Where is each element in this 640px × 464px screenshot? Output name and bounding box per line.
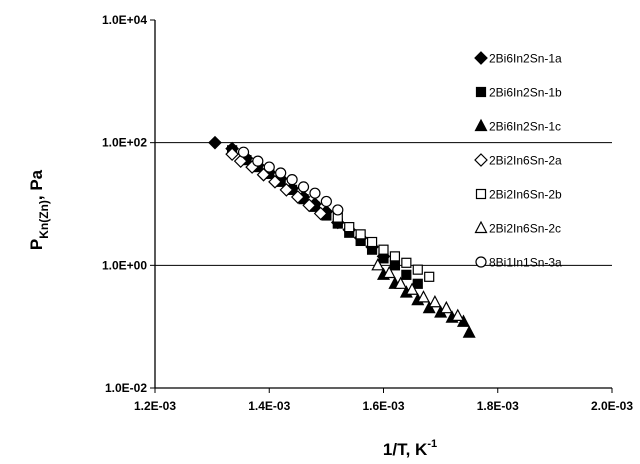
legend-marker [474,118,488,132]
legend-label: 2Bi6In2Sn-1c [489,120,561,134]
legend: 2Bi6In2Sn-1a 2Bi6In2Sn-1b 2Bi6In2Sn-1c 2Bi2… [474,51,562,270]
data-point [332,204,344,216]
y-tick-label: 1.0E+02 [102,136,147,150]
y-tick-label: 1.0E+04 [102,13,147,27]
legend-marker [475,256,487,268]
data-point [275,167,287,179]
data-point [439,300,453,314]
data-point [208,135,222,150]
data-point [309,187,321,199]
series-2Bi2In6Sn-2a [225,147,328,221]
data-point [451,308,465,321]
data-point [297,181,310,193]
data-points [208,135,476,338]
data-point [412,278,423,289]
data-point [422,300,436,314]
data-point [355,229,366,240]
grid-lines [155,142,612,266]
data-point [366,236,378,248]
legend-marker [475,188,487,200]
data-point [225,147,239,161]
data-point [344,222,355,233]
legend-label: 2Bi2In6Sn-2c [489,222,561,236]
series-2Bi2In6Sn-2c [371,258,465,321]
data-point [233,154,248,168]
data-point [416,290,430,303]
data-point [263,161,275,173]
data-point [371,258,385,271]
data-point [394,276,408,289]
data-point [456,314,470,327]
legend-label: 2Bi6In2Sn-1a [489,52,562,66]
data-point [268,174,282,189]
data-point [428,294,442,308]
y-axis-title: PKn(Zn), Pa [27,169,51,250]
data-point [252,155,264,167]
data-point [378,244,389,255]
data-point [378,253,389,264]
series-2Bi2In6Sn-2b [332,212,435,282]
data-point [320,195,332,208]
data-point [405,282,419,295]
x-tick-label: 1.8E-03 [477,399,519,413]
y-axis-ticks: 1.0E+04 1.0E+02 1.0E+00 1.0E-02 [102,13,155,395]
data-point [237,146,250,158]
legend-label: 2Bi2In6Sn-2a [489,154,562,168]
legend-label: 2Bi2In6Sn-2b [489,188,562,202]
legend-label: 2Bi6In2Sn-1b [489,86,562,100]
x-axis-title: 1/T, K-1 [383,438,437,459]
data-point [462,325,476,338]
data-point [412,264,423,275]
data-point [401,257,412,268]
data-point [313,206,328,221]
legend-marker [474,51,488,65]
x-tick-label: 1.4E-03 [248,399,290,413]
x-tick-label: 1.6E-03 [362,399,404,413]
data-point [302,198,317,213]
data-point [286,173,298,186]
plot-area [154,20,612,389]
series-8Bi1In1Sn-3a [237,146,344,216]
x-axis-ticks: 1.2E-03 1.4E-03 1.6E-03 1.8E-03 2.0E-03 [134,388,633,413]
y-tick-label: 1.0E-02 [105,381,147,395]
legend-marker [474,153,488,167]
legend-marker [475,86,487,98]
legend-marker [474,220,488,234]
data-point [389,260,401,271]
data-point [279,183,294,197]
data-point [389,251,401,262]
data-point [424,271,435,282]
data-point [290,190,305,204]
y-tick-label: 1.0E+00 [102,258,147,272]
data-point [382,265,396,279]
data-point [401,269,412,280]
legend-label: 8Bi1In1Sn-3a [489,256,562,270]
x-tick-label: 1.2E-03 [134,399,176,413]
x-tick-label: 2.0E-03 [591,399,633,413]
